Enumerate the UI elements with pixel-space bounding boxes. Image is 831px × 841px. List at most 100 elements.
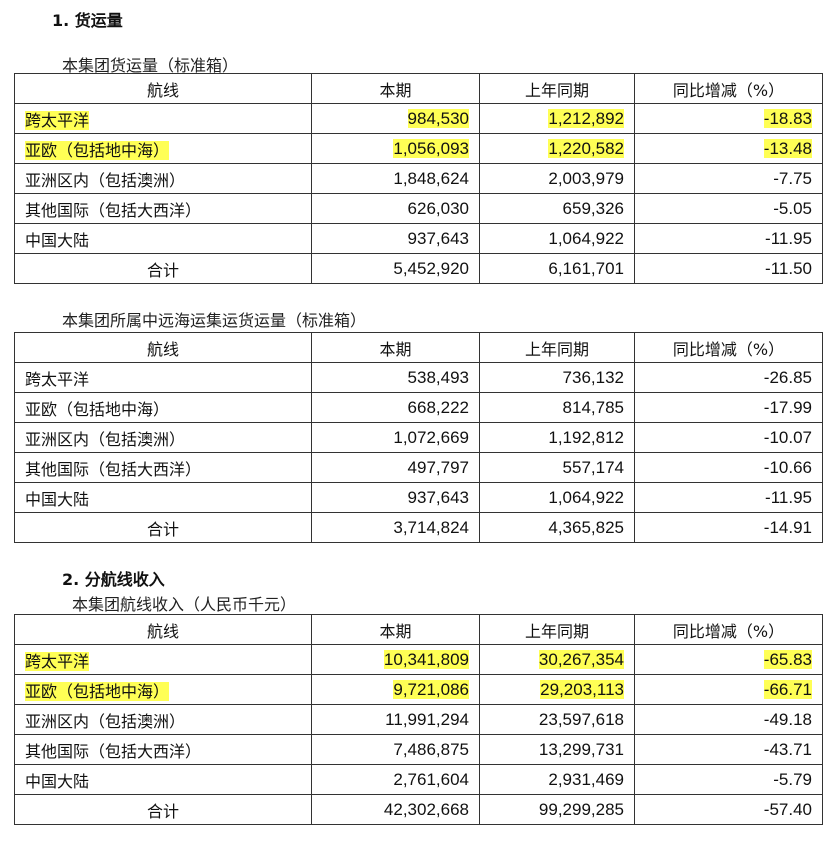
value-cell: 668,222 <box>311 392 480 423</box>
cell-text: -57.40 <box>763 799 812 819</box>
value-cell: 937,643 <box>311 482 480 513</box>
route-cell: 亚欧（包括地中海） <box>14 674 312 705</box>
value-cell: 736,132 <box>479 362 635 393</box>
value-cell: 814,785 <box>479 392 635 423</box>
cell-text: 668,222 <box>407 397 469 417</box>
table-row: 跨太平洋 984,530 1,212,892 -18.83 <box>14 103 823 134</box>
cell-text: -11.95 <box>765 228 812 248</box>
table-row: 亚欧（包括地中海） 9,721,086 29,203,113 -66.71 <box>14 674 823 705</box>
route-cell: 亚欧（包括地中海） <box>14 133 312 164</box>
value-cell: 23,597,618 <box>479 704 635 735</box>
cell-text: 其他国际（包括大西洋） <box>25 741 202 761</box>
cell-text: 合计 <box>146 519 179 539</box>
cell-text: -10.66 <box>763 457 812 477</box>
route-cell: 跨太平洋 <box>14 362 312 393</box>
value-cell: 6,161,701 <box>479 253 635 284</box>
cell-text: 1,056,093 <box>393 138 469 158</box>
cell-text: -10.07 <box>763 427 812 447</box>
route-cell: 亚洲区内（包括澳洲） <box>14 163 312 194</box>
column-header: 同比增减（%） <box>634 73 823 104</box>
cell-text: 其他国际（包括大西洋） <box>25 459 202 479</box>
value-cell: 4,365,825 <box>479 512 635 543</box>
cell-text: 937,643 <box>407 228 469 248</box>
route-cell: 亚欧（包括地中海） <box>14 392 312 423</box>
cell-text: 中国大陆 <box>25 230 90 250</box>
value-cell: -11.95 <box>634 223 823 254</box>
column-header: 同比增减（%） <box>634 332 823 363</box>
value-cell: -11.95 <box>634 482 823 513</box>
cell-text: 1,064,922 <box>548 487 624 507</box>
cell-text: 亚欧（包括地中海） <box>25 399 170 419</box>
value-cell: -26.85 <box>634 362 823 393</box>
cell-text: 5,452,920 <box>393 258 469 278</box>
cell-text: 736,132 <box>562 367 624 387</box>
table-1-caption: 本集团货运量（标准箱） <box>62 56 239 75</box>
column-header: 航线 <box>14 73 312 104</box>
value-cell: 2,761,604 <box>311 764 480 795</box>
cell-text: -5.79 <box>773 769 812 789</box>
total-row: 合计 3,714,824 4,365,825 -14.91 <box>14 512 823 543</box>
column-header: 本期 <box>311 332 480 363</box>
table-2-caption: 本集团所属中远海运集运货运量（标准箱） <box>62 311 367 330</box>
value-cell: -5.05 <box>634 193 823 224</box>
route-cell: 其他国际（包括大西洋） <box>14 193 312 224</box>
cell-text: 30,267,354 <box>538 649 624 669</box>
value-cell: 2,003,979 <box>479 163 635 194</box>
cell-text: 亚洲区内（包括澳洲） <box>25 170 186 190</box>
value-cell: 1,192,812 <box>479 422 635 453</box>
value-cell: 1,212,892 <box>479 103 635 134</box>
cell-text: 538,493 <box>407 367 469 387</box>
total-row: 合计 42,302,668 99,299,285 -57.40 <box>14 794 823 825</box>
cell-text: -18.83 <box>763 108 812 128</box>
cell-text: 亚洲区内（包括澳洲） <box>25 429 186 449</box>
cell-text: 1,212,892 <box>548 108 624 128</box>
table-row: 其他国际（包括大西洋） 626,030 659,326 -5.05 <box>14 193 823 224</box>
value-cell: 937,643 <box>311 223 480 254</box>
table-row: 亚欧（包括地中海） 668,222 814,785 -17.99 <box>14 392 823 423</box>
value-cell: 1,064,922 <box>479 223 635 254</box>
cell-text: 跨太平洋 <box>25 369 90 389</box>
route-cell: 亚洲区内（包括澳洲） <box>14 422 312 453</box>
table-row: 中国大陆 937,643 1,064,922 -11.95 <box>14 482 823 513</box>
value-cell: -5.79 <box>634 764 823 795</box>
value-cell: 1,072,669 <box>311 422 480 453</box>
table-row: 中国大陆 937,643 1,064,922 -11.95 <box>14 223 823 254</box>
value-cell: 11,991,294 <box>311 704 480 735</box>
value-cell: 659,326 <box>479 193 635 224</box>
route-cell: 跨太平洋 <box>14 644 312 675</box>
cell-text: -65.83 <box>763 649 812 669</box>
cell-text: 中国大陆 <box>25 489 90 509</box>
column-header: 本期 <box>311 73 480 104</box>
cell-text: -43.71 <box>763 739 812 759</box>
value-cell: 1,848,624 <box>311 163 480 194</box>
cell-text: -17.99 <box>763 397 812 417</box>
value-cell: 9,721,086 <box>311 674 480 705</box>
column-header: 上年同期 <box>479 614 635 645</box>
cell-text: 99,299,285 <box>538 799 624 819</box>
route-cell: 其他国际（包括大西洋） <box>14 734 312 765</box>
cell-text: 2,761,604 <box>393 769 469 789</box>
cell-text: -49.18 <box>763 709 812 729</box>
value-cell: 557,174 <box>479 452 635 483</box>
cell-text: 937,643 <box>407 487 469 507</box>
total-row: 合计 5,452,920 6,161,701 -11.50 <box>14 253 823 284</box>
column-header: 航线 <box>14 614 312 645</box>
value-cell: -13.48 <box>634 133 823 164</box>
table-row: 亚洲区内（包括澳洲） 1,072,669 1,192,812 -10.07 <box>14 422 823 453</box>
cell-text: 其他国际（包括大西洋） <box>25 200 202 220</box>
value-cell: -10.07 <box>634 422 823 453</box>
value-cell: 10,341,809 <box>311 644 480 675</box>
value-cell: 30,267,354 <box>479 644 635 675</box>
cell-text: 3,714,824 <box>393 517 469 537</box>
cell-text: 557,174 <box>562 457 624 477</box>
cell-text: 1,848,624 <box>393 168 469 188</box>
cell-text: 亚欧（包括地中海） <box>25 681 170 701</box>
route-cell: 跨太平洋 <box>14 103 312 134</box>
cell-text: 1,220,582 <box>548 138 624 158</box>
value-cell: 42,302,668 <box>311 794 480 825</box>
value-cell: -10.66 <box>634 452 823 483</box>
value-cell: 538,493 <box>311 362 480 393</box>
cell-text: 659,326 <box>562 198 624 218</box>
cell-text: 1,192,812 <box>548 427 624 447</box>
value-cell: -7.75 <box>634 163 823 194</box>
